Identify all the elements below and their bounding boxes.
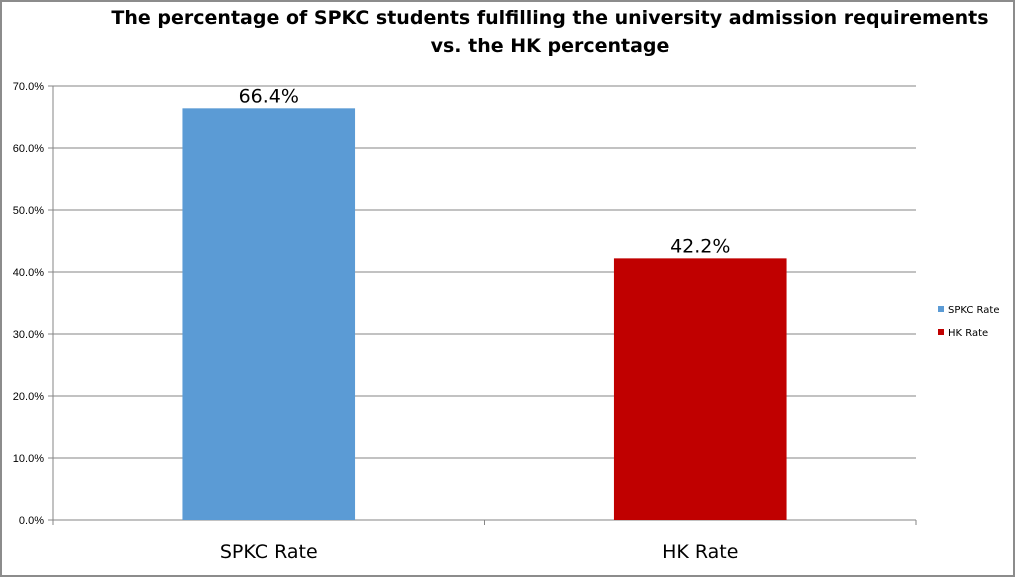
data-label: 42.2% [670,235,730,257]
legend-label: HK Rate [948,328,988,339]
y-tick-label: 50.0% [13,205,44,217]
chart-title-line-1: The percentage of SPKC students fulfilli… [111,7,989,29]
y-tick-label: 70.0% [13,81,44,93]
legend-swatch [938,306,944,312]
bar [182,108,356,520]
y-tick-label: 40.0% [13,267,44,279]
chart-title: The percentage of SPKC students fulfilli… [60,4,1015,60]
x-category-label: HK Rate [662,541,738,563]
legend-label: SPKC Rate [948,305,999,316]
legend-swatch [938,329,944,335]
y-tick-label: 0.0% [19,515,44,527]
y-tick-label: 10.0% [13,453,44,465]
chart-title-line-2: vs. the HK percentage [430,35,670,57]
x-category-label: SPKC Rate [220,541,318,563]
data-label: 66.4% [239,85,299,107]
y-tick-label: 30.0% [13,329,44,341]
y-tick-label: 20.0% [13,391,44,403]
bar [613,258,787,520]
y-tick-label: 60.0% [13,143,44,155]
